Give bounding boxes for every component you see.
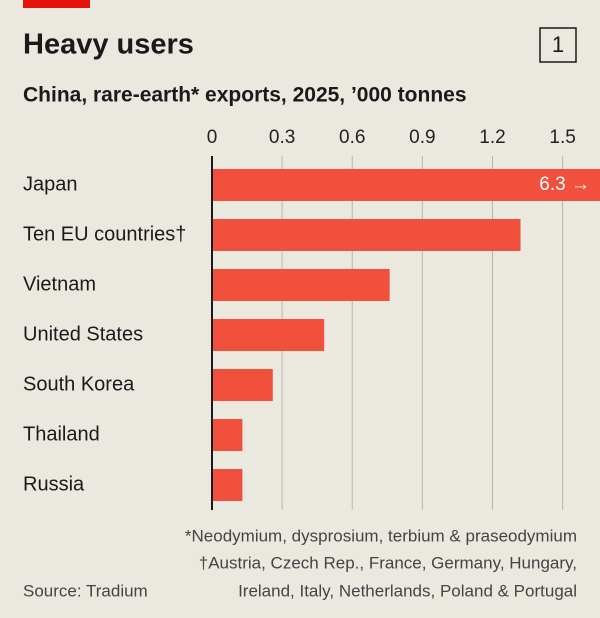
grid xyxy=(281,156,564,510)
bar xyxy=(212,369,273,401)
bar xyxy=(212,169,600,201)
chart-subtitle: China, rare-earth* exports, 2025, ’000 t… xyxy=(23,84,467,107)
footnote: †Austria, Czech Rep., France, Germany, H… xyxy=(199,553,577,572)
x-tick-label: 0.9 xyxy=(409,127,435,148)
x-tick-label: 0 xyxy=(207,127,218,148)
y-tick-label: Thailand xyxy=(23,423,100,445)
bar xyxy=(212,469,243,501)
y-tick-label: United States xyxy=(23,323,143,345)
y-tick-label: Japan xyxy=(23,173,78,195)
labels: 0 0.3 0.6 0.9 1.2 1.5 Japan 6.3 → Ten EU countri… xyxy=(23,127,590,510)
bars xyxy=(212,169,600,501)
chart-title: Heavy users xyxy=(23,29,194,61)
x-tick-label: 1.5 xyxy=(549,127,575,148)
y-tick-label: Russia xyxy=(23,473,85,495)
x-tick-label: 0.6 xyxy=(339,127,365,148)
bar xyxy=(212,319,325,351)
y-tick-label: South Korea xyxy=(23,373,135,395)
y-tick-label: Ten EU countries† xyxy=(23,223,186,245)
footnote: Ireland, Italy, Netherlands, Poland & Po… xyxy=(238,581,577,600)
figure-box xyxy=(539,27,577,63)
x-tick-label: 0.3 xyxy=(269,127,295,148)
y-tick-label: Vietnam xyxy=(23,273,96,295)
figure-number: 1 xyxy=(552,32,564,57)
bar xyxy=(212,219,521,251)
bar xyxy=(212,419,243,451)
source: Source: Tradium xyxy=(23,581,148,600)
value-label: 6.3 → xyxy=(539,174,590,195)
brand-bar xyxy=(23,0,90,8)
footnote: *Neodymium, dysprosium, terbium & praseo… xyxy=(185,526,577,545)
bar xyxy=(212,269,390,301)
x-tick-label: 1.2 xyxy=(479,127,505,148)
